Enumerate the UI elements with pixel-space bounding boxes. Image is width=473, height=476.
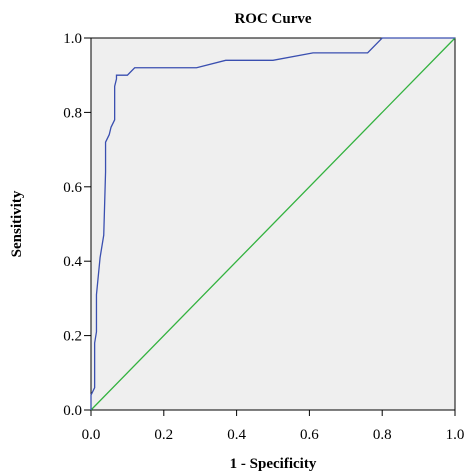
roc-curve-line [90, 37, 455, 410]
y-tick-label: 0.8 [63, 105, 82, 121]
y-tick-label: 0.2 [63, 329, 82, 345]
y-axis: 0.0 0.2 0.4 0.6 0.8 1.0 [63, 31, 91, 419]
y-tick-label: 0.6 [63, 180, 82, 196]
y-tick-label: 1.0 [63, 31, 82, 47]
x-tick-label: 0.2 [154, 427, 173, 443]
y-axis-title: Sensitivity [9, 190, 25, 257]
x-tick-label: 0.0 [82, 427, 101, 443]
chart-title: ROC Curve [234, 11, 311, 27]
x-axis: 0.0 0.2 0.4 0.6 0.8 1.0 [82, 410, 465, 443]
x-tick-label: 1.0 [446, 427, 465, 443]
x-tick-label: 0.8 [373, 427, 392, 443]
y-tick-label: 0.0 [63, 403, 82, 419]
y-tick-label: 0.4 [63, 254, 82, 270]
reference-diagonal-line [90, 37, 456, 411]
x-tick-label: 0.4 [227, 427, 246, 443]
x-tick-label: 0.6 [300, 427, 319, 443]
x-axis-title: 1 - Specificity [230, 456, 317, 472]
